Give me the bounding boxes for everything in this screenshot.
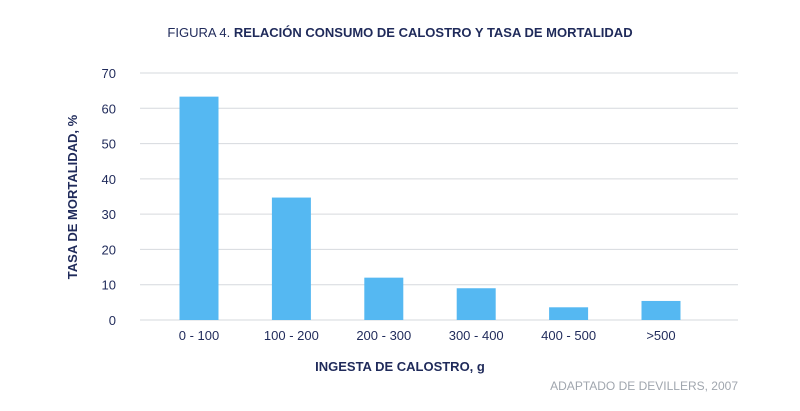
x-axis-title: INGESTA DE CALOSTRO, g bbox=[315, 359, 485, 374]
y-tick-label: 20 bbox=[102, 242, 116, 257]
bar bbox=[364, 277, 404, 320]
x-tick-labels: 0 - 100 100 - 200 200 - 300 300 - 400 400 - … bbox=[179, 328, 676, 343]
y-tick-label: 10 bbox=[102, 278, 116, 293]
y-tick-label: 50 bbox=[102, 137, 116, 152]
y-tick-label: 70 bbox=[102, 66, 116, 81]
bar bbox=[549, 307, 589, 320]
bar bbox=[271, 197, 311, 320]
y-tick-label: 0 bbox=[109, 313, 116, 328]
y-tick-labels: 0 10 20 30 40 50 60 70 bbox=[102, 66, 116, 328]
bar bbox=[179, 96, 219, 321]
grid-lines bbox=[140, 72, 738, 321]
bar bbox=[456, 288, 496, 320]
x-tick-label: 300 - 400 bbox=[449, 328, 504, 343]
bar bbox=[641, 300, 681, 320]
y-tick-label: 60 bbox=[102, 101, 116, 116]
chart-title: FIGURA 4. RELACIÓN CONSUMO DE CALOSTRO Y… bbox=[167, 25, 632, 40]
source-note: ADAPTADO DE DEVILLERS, 2007 bbox=[550, 379, 738, 393]
x-tick-label: 400 - 500 bbox=[541, 328, 596, 343]
x-tick-label: 100 - 200 bbox=[264, 328, 319, 343]
x-tick-label: >500 bbox=[646, 328, 675, 343]
x-tick-label: 200 - 300 bbox=[356, 328, 411, 343]
y-tick-label: 30 bbox=[102, 207, 116, 222]
y-axis-title: TASA DE MORTALIDAD, % bbox=[65, 114, 80, 279]
chart-title-prefix: FIGURA 4. bbox=[167, 25, 230, 40]
x-tick-label: 0 - 100 bbox=[179, 328, 219, 343]
bars bbox=[179, 96, 681, 321]
chart-title-main: RELACIÓN CONSUMO DE CALOSTRO Y TASA DE M… bbox=[234, 25, 633, 40]
y-tick-label: 40 bbox=[102, 172, 116, 187]
